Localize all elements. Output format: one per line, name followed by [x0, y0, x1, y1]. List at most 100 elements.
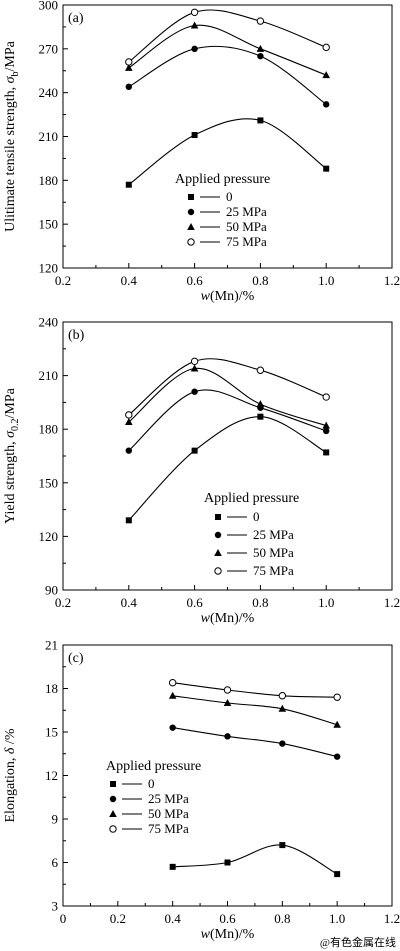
y-axis-label: Yield strength, σ0.2/MPa: [3, 387, 21, 523]
y-tick-label: 12: [45, 768, 58, 783]
legend-marker: [187, 208, 195, 216]
data-point: [191, 132, 198, 139]
x-tick-label: 0.8: [252, 595, 268, 610]
chart-panel-3: 0 0.2 0.4 0.6 0.8 1.0 1.2 3 6 9 12 15 18 21 (c) w(Mn)/%…: [3, 638, 400, 943]
legend-entry-label: 0: [253, 509, 260, 524]
data-point: [125, 517, 132, 524]
x-tick-label: 0.4: [165, 911, 182, 926]
data-point: [322, 393, 330, 401]
x-tick-label: 0.2: [55, 595, 71, 610]
series-line-2: [128, 389, 327, 452]
y-tick-label: 240: [39, 315, 59, 330]
legend-entry-label: 75 MPa: [226, 234, 267, 249]
data-point: [169, 724, 176, 731]
data-point: [190, 8, 199, 17]
data-point: [322, 71, 330, 79]
legend-marker: [187, 238, 195, 246]
data-point: [125, 181, 132, 188]
x-tick-label: 0.6: [219, 911, 236, 926]
y-tick-label: 6: [52, 855, 59, 870]
x-tick-label: 0.2: [110, 911, 126, 926]
series-line-2: [128, 45, 327, 105]
series-line-1: [128, 416, 327, 521]
legend-marker: [214, 549, 222, 556]
y-tick-label: 9: [52, 812, 59, 827]
panel-label: (a): [68, 11, 84, 26]
series-line-3: [172, 695, 338, 726]
data-point: [322, 421, 330, 429]
legend-entry-label: 75 MPa: [148, 821, 189, 836]
data-point: [256, 366, 265, 374]
y-tick-label: 270: [39, 41, 59, 56]
legend-entry-label: 25 MPa: [253, 527, 294, 542]
data-point: [333, 720, 341, 728]
legend-marker: [187, 223, 195, 230]
y-tick-label: 150: [39, 217, 59, 232]
panel-label: (c): [68, 651, 84, 666]
panel-label: (b): [68, 328, 85, 343]
data-point: [257, 52, 264, 60]
legend-marker: [215, 514, 221, 520]
legend-marker: [188, 194, 194, 200]
y-tick-label: 18: [45, 681, 58, 696]
data-point: [278, 692, 287, 700]
y-tick-label: 240: [39, 85, 59, 100]
x-tick-label: 0: [60, 911, 67, 926]
data-point: [257, 413, 264, 420]
data-point: [168, 679, 177, 687]
plot-frame: [62, 321, 393, 591]
series-line-3: [128, 24, 327, 76]
legend-marker: [214, 567, 222, 575]
data-point: [333, 693, 341, 701]
series-line-1: [172, 844, 338, 875]
data-point: [224, 859, 231, 866]
data-point: [190, 364, 199, 372]
legend-marker: [110, 781, 116, 787]
x-tick-label: 0.6: [186, 595, 203, 610]
data-point: [169, 863, 176, 870]
y-tick-label: 210: [39, 368, 59, 383]
x-tick-label: 1.2: [384, 911, 400, 926]
y-tick-label: 150: [39, 475, 59, 490]
data-point: [125, 63, 133, 71]
y-tick-label: 15: [45, 725, 58, 740]
data-point: [223, 686, 232, 694]
data-point: [191, 447, 198, 454]
data-point: [333, 753, 341, 760]
series-line-4: [128, 9, 327, 63]
x-tick-label: 0.6: [186, 273, 203, 288]
data-point: [256, 400, 265, 408]
data-point: [334, 871, 341, 878]
data-point: [223, 699, 232, 706]
data-point: [256, 44, 265, 52]
data-point: [322, 43, 330, 52]
data-point: [256, 17, 265, 25]
x-tick-label: 1.2: [384, 595, 400, 610]
data-point: [279, 842, 286, 849]
data-point: [190, 357, 199, 366]
legend-entry-label: 50 MPa: [148, 806, 189, 821]
legend-title: Applied pressure: [106, 759, 201, 774]
legend-marker: [214, 531, 222, 539]
legend-marker: [109, 795, 117, 803]
x-tick-label: 0.2: [55, 273, 71, 288]
y-tick-label: 120: [39, 261, 59, 276]
data-point: [191, 388, 198, 395]
legend-entry-label: 25 MPa: [226, 204, 267, 219]
series-line-1: [128, 118, 327, 186]
x-tick-label: 0.4: [121, 595, 138, 610]
data-point: [323, 101, 330, 108]
y-tick-label: 180: [39, 422, 59, 437]
data-point: [323, 449, 330, 456]
data-point: [257, 117, 264, 124]
legend-title: Applied pressure: [175, 172, 270, 187]
legend-title: Applied pressure: [204, 491, 299, 506]
y-tick-label: 21: [45, 638, 58, 653]
data-point: [323, 165, 330, 172]
legend-entry-label: 0: [226, 189, 233, 204]
data-point: [224, 733, 231, 740]
data-point: [125, 447, 132, 454]
legend-entry-label: 50 MPa: [253, 545, 294, 560]
x-tick-label: 1.2: [384, 273, 400, 288]
